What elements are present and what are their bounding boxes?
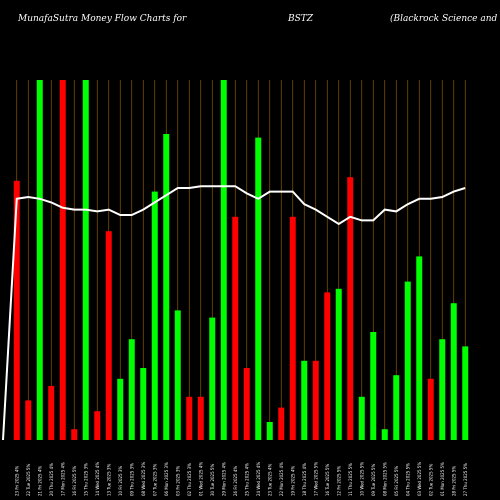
x-tick-label: 27 Thu 2025 5% xyxy=(463,463,468,496)
x-tick-label: 17 Mon 2025 4% xyxy=(60,462,65,496)
bar xyxy=(197,396,204,440)
x-tick-label: 29 Mon 2025 4% xyxy=(221,462,226,496)
bar xyxy=(71,429,78,440)
x-tick-label: 22 Mon 2025 4% xyxy=(279,462,284,496)
x-tick-label: 04 Thu 2025 5% xyxy=(405,463,410,496)
bar xyxy=(48,386,55,440)
x-tick-label: 26 Fri 2025 4% xyxy=(233,466,238,496)
bar xyxy=(450,303,457,440)
x-tick-label: 09 Tue 2025 5% xyxy=(371,464,376,496)
x-tick-label: 25 Thu 2025 4% xyxy=(244,463,249,496)
title-symbol: BSTZ xyxy=(287,14,314,24)
bar xyxy=(163,134,170,440)
bar xyxy=(404,281,411,440)
x-tick-label: 20 Thu 2025 4% xyxy=(49,463,54,496)
bar xyxy=(13,180,20,441)
x-tick-label: 06 Mon 2025 3% xyxy=(164,462,169,496)
bar xyxy=(381,429,388,440)
x-tick-label: 22 Tue 2025 5% xyxy=(26,464,31,496)
x-tick-label: 23 Fri 2025 4% xyxy=(14,466,19,496)
bar xyxy=(335,288,342,440)
title-prefix: MunafaSutra Money Flow Charts for xyxy=(17,14,187,24)
x-tick-label: 10 Wed 2025 5% xyxy=(359,462,364,496)
x-tick-label: 13 Tue 2025 3% xyxy=(106,464,111,496)
x-tick-label: 08 Mon 2025 5% xyxy=(382,462,387,496)
x-tick-label: 05 Fri 2025 5% xyxy=(394,466,399,496)
bar xyxy=(462,346,469,440)
bar xyxy=(128,339,135,440)
x-tick-label: 03 Fri 2025 3% xyxy=(175,466,180,496)
bar xyxy=(140,368,147,440)
bar xyxy=(209,317,216,440)
bar xyxy=(347,177,354,440)
money-flow-line xyxy=(2,185,466,441)
bar xyxy=(117,378,124,440)
x-tick-label: 21 Fri 2025 4% xyxy=(37,466,42,496)
x-tick-label: 16 Tue 2025 5% xyxy=(325,464,330,496)
bar xyxy=(82,80,89,440)
bar xyxy=(324,292,331,440)
x-tick-label: 09 Thu 2025 3% xyxy=(129,463,134,496)
bar xyxy=(220,80,227,440)
bar xyxy=(266,422,273,440)
x-tick-label: 18 Thu 2025 4% xyxy=(302,463,307,496)
bar xyxy=(439,339,446,440)
bar xyxy=(370,332,377,440)
bar xyxy=(105,231,112,440)
x-tick-label: 30 Tue 2025 5% xyxy=(210,464,215,496)
x-tick-label: 02 Tue 2025 5% xyxy=(428,464,433,496)
x-tick-label: 08 Wed 2025 3% xyxy=(141,462,146,496)
bar xyxy=(289,216,296,440)
bar xyxy=(278,407,285,440)
title-company: (Blackrock Science and Techn xyxy=(390,13,500,24)
bar xyxy=(186,396,193,440)
x-tick-label: 03 Wed 2025 5% xyxy=(417,462,422,496)
x-tick-label: 19 Fri 2025 4% xyxy=(290,466,295,496)
x-tick-label: 14 Wed 2025 4% xyxy=(95,462,100,496)
bar xyxy=(25,400,32,440)
chart-title: MunafaSutra Money Flow Charts for BSTZ (… xyxy=(17,13,500,24)
x-tick-label: 02 Thu 2025 3% xyxy=(187,463,192,496)
bar xyxy=(151,191,158,440)
line-series xyxy=(2,185,466,441)
x-tick-label: 12 Fri 2025 5% xyxy=(336,466,341,496)
x-tick-label: 17 Wed 2025 5% xyxy=(313,462,318,496)
x-tick-label: 24 Wed 2025 4% xyxy=(256,462,261,496)
x-tick-label: 10 Fri 2025 3% xyxy=(118,466,123,496)
x-tick-label: 15 Thu 2025 3% xyxy=(83,463,88,496)
bar xyxy=(312,360,319,440)
bar xyxy=(36,80,43,440)
bar xyxy=(358,396,365,440)
bar xyxy=(59,80,66,440)
x-tick-label: 16 Fri 2025 5% xyxy=(72,466,77,496)
bar-series xyxy=(13,80,469,441)
bar xyxy=(174,310,181,440)
x-tick-label: 01 Mon 2025 5% xyxy=(440,462,445,496)
bar xyxy=(232,216,239,440)
x-tick-label: 11 Thu 2025 5% xyxy=(348,463,353,496)
x-tick-label: 23 Tue 2025 4% xyxy=(267,464,272,496)
bar xyxy=(416,256,423,440)
bar xyxy=(427,378,434,440)
bar xyxy=(393,375,400,440)
x-tick-label: 01 Wed 2025 4% xyxy=(198,462,203,496)
x-tick-label: 07 Tue 2025 3% xyxy=(152,464,157,496)
bar xyxy=(255,137,262,440)
bar xyxy=(94,411,101,440)
x-tick-labels: 23 Fri 2025 4% 22 Tue 2025 5% 21 Fri 2025 … xyxy=(14,462,468,496)
bar xyxy=(243,368,250,440)
bar xyxy=(301,360,308,440)
x-tick-label: 28 Fri 2025 5% xyxy=(451,466,456,496)
